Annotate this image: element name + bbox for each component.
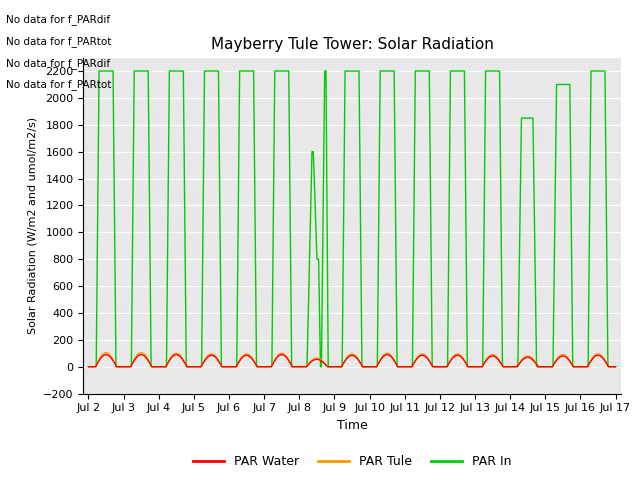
- Text: No data for f_PARtot: No data for f_PARtot: [6, 79, 112, 90]
- Legend: PAR Water, PAR Tule, PAR In: PAR Water, PAR Tule, PAR In: [188, 450, 516, 473]
- Text: No data for f_PARdif: No data for f_PARdif: [6, 58, 111, 69]
- X-axis label: Time: Time: [337, 419, 367, 432]
- Text: No data for f_PARdif: No data for f_PARdif: [6, 14, 111, 25]
- Text: No data for f_PARtot: No data for f_PARtot: [6, 36, 112, 47]
- Y-axis label: Solar Radiation (W/m2 and umol/m2/s): Solar Radiation (W/m2 and umol/m2/s): [28, 117, 37, 334]
- Title: Mayberry Tule Tower: Solar Radiation: Mayberry Tule Tower: Solar Radiation: [211, 37, 493, 52]
